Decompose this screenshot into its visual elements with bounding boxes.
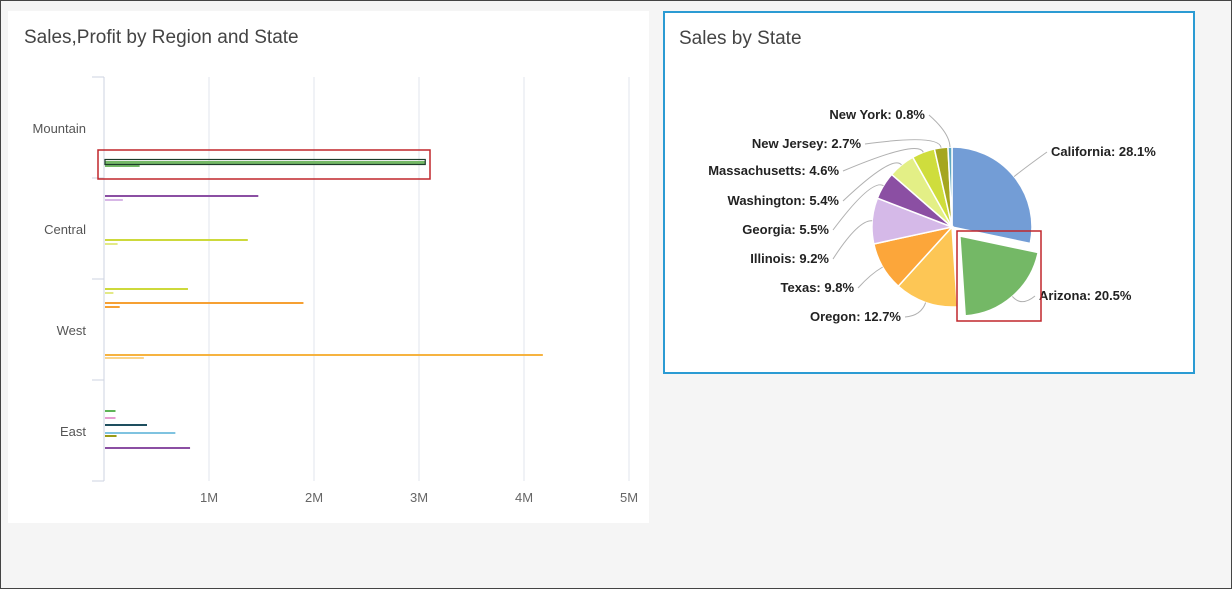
bar[interactable] bbox=[105, 306, 120, 308]
pie-slice[interactable] bbox=[897, 225, 959, 308]
bar-chart-title: Sales,Profit by Region and State bbox=[24, 27, 299, 48]
bar[interactable] bbox=[105, 165, 140, 167]
pie-label: New Jersey: 2.7% bbox=[752, 136, 862, 151]
highlight-box bbox=[97, 149, 431, 180]
pie-leader-line bbox=[904, 302, 927, 318]
category-label: West bbox=[57, 323, 87, 338]
pie-label: Oregon: 12.7% bbox=[810, 309, 901, 324]
bar[interactable] bbox=[105, 199, 123, 201]
category-label: Central bbox=[44, 222, 86, 237]
pie-label: Arizona: 20.5% bbox=[1039, 288, 1132, 303]
x-tick-label: 3M bbox=[410, 490, 428, 505]
x-tick-label: 5M bbox=[620, 490, 638, 505]
bar[interactable] bbox=[105, 161, 426, 164]
pie-leader-line bbox=[842, 162, 902, 202]
pie-leader-line bbox=[928, 114, 951, 148]
pie-label: Texas: 9.8% bbox=[781, 280, 855, 295]
bar[interactable] bbox=[105, 288, 188, 290]
pie-slice[interactable] bbox=[951, 146, 1033, 245]
bar[interactable] bbox=[105, 432, 176, 434]
pie-label: California: 28.1% bbox=[1051, 144, 1156, 159]
pie-leader-line bbox=[857, 266, 883, 289]
bar[interactable] bbox=[105, 424, 147, 426]
pie-leader-line bbox=[842, 148, 924, 172]
pie-label: New York: 0.8% bbox=[829, 107, 925, 122]
pie-label: Washington: 5.4% bbox=[728, 193, 840, 208]
pie-chart[interactable]: California: 28.1% Arizona: 20.5% Oregon: 1… bbox=[665, 13, 1193, 372]
highlight-box bbox=[956, 230, 1042, 322]
bar[interactable] bbox=[105, 357, 144, 359]
category-label: East bbox=[60, 424, 86, 439]
pie-leader-line bbox=[864, 139, 942, 148]
pie-chart-panel[interactable]: Sales by State California: 28.1% Arizona:… bbox=[663, 11, 1195, 374]
bar[interactable] bbox=[105, 292, 114, 294]
x-tick-label: 1M bbox=[200, 490, 218, 505]
pie-label: Illinois: 9.2% bbox=[750, 251, 829, 266]
bar[interactable] bbox=[105, 435, 117, 437]
bar-chart-panel[interactable]: Sales,Profit by Region and State 1M 2M 3M 4… bbox=[8, 11, 649, 523]
bar[interactable] bbox=[105, 447, 191, 449]
bar[interactable] bbox=[105, 302, 304, 304]
bar[interactable] bbox=[105, 410, 116, 412]
x-tick-label: 4M bbox=[515, 490, 533, 505]
bar-chart[interactable]: 1M 2M 3M 4M 5M Mountain Central West East bbox=[8, 11, 649, 523]
pie-label: Georgia: 5.5% bbox=[742, 222, 829, 237]
x-tick-label: 2M bbox=[305, 490, 323, 505]
bar-selection-outline bbox=[104, 158, 426, 166]
pie-slice[interactable] bbox=[959, 235, 1040, 317]
bar[interactable] bbox=[105, 239, 248, 241]
bar[interactable] bbox=[105, 417, 116, 419]
pie-label: Massachusetts: 4.6% bbox=[708, 163, 839, 178]
pie-chart-title: Sales by State bbox=[679, 28, 802, 49]
pie-leader-line bbox=[1013, 151, 1048, 177]
pie-leader-line bbox=[832, 220, 873, 260]
bar[interactable] bbox=[105, 354, 543, 356]
pie-leader-line bbox=[1011, 295, 1036, 303]
category-label: Mountain bbox=[33, 121, 86, 136]
bar[interactable] bbox=[105, 243, 118, 245]
pie-leader-line bbox=[832, 184, 884, 231]
bar[interactable] bbox=[105, 195, 259, 197]
